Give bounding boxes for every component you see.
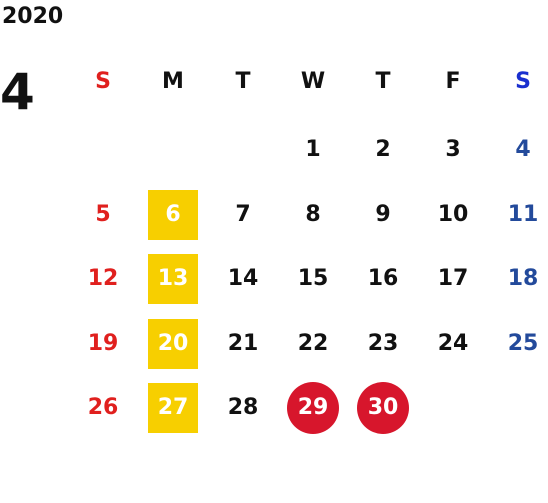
day-cell[interactable]: 7 [208,183,278,247]
day-number: 16 [367,266,399,291]
day-cell[interactable]: 8 [278,183,348,247]
weekday-label: S [515,69,531,94]
day-cell[interactable]: 10 [418,183,488,247]
day-cell[interactable]: 20 [138,312,208,376]
day-cell[interactable]: 17 [418,247,488,311]
day-number: 3 [445,137,461,162]
day-cell[interactable]: 19 [68,312,138,376]
day-number: 7 [235,201,251,227]
day-cell[interactable]: 13 [138,247,208,311]
day-number: 10 [437,201,469,227]
circled-day-number: 29 [287,382,339,434]
month-number: 4 [0,63,35,121]
day-cell[interactable]: 11 [488,183,548,247]
day-number: 22 [297,330,329,356]
day-number: 17 [437,266,469,291]
day-number: 25 [507,330,539,356]
day-cell[interactable]: 21 [208,312,278,376]
day-number: 11 [507,201,539,227]
day-cell[interactable]: 3 [418,118,488,182]
day-cell [208,118,278,182]
day-cell[interactable]: 27 [138,376,208,440]
day-number: 23 [367,330,399,356]
day-number: 8 [305,201,321,227]
day-cell[interactable]: 12 [68,247,138,311]
day-number: 15 [297,266,329,291]
highlighted-day-number: 20 [148,318,198,369]
day-number: 24 [437,330,469,356]
highlighted-day-number: 13 [148,254,198,304]
day-cell[interactable]: 22 [278,312,348,376]
day-number: 9 [375,201,391,227]
highlighted-day-number: 27 [148,383,198,433]
day-cell[interactable]: 30 [348,376,418,440]
weekday-label: T [375,69,391,94]
weekday-label: S [95,69,111,94]
highlighted-day-number: 6 [148,189,198,240]
day-number: 21 [227,330,259,356]
weekday-label: F [445,69,461,94]
day-cell[interactable]: 14 [208,247,278,311]
day-cell [488,376,548,440]
day-cell[interactable]: 15 [278,247,348,311]
circled-day-number: 30 [357,382,409,434]
day-number: 4 [515,137,531,162]
day-cell[interactable]: 4 [488,118,548,182]
day-number: 19 [87,330,119,356]
day-number: 28 [227,395,259,420]
day-number: 18 [507,266,539,291]
day-cell[interactable]: 2 [348,118,418,182]
day-cell[interactable]: 5 [68,183,138,247]
day-cell [68,118,138,182]
day-cell[interactable]: 29 [278,376,348,440]
day-cell[interactable]: 16 [348,247,418,311]
day-cell [138,118,208,182]
weekday-label: W [300,69,326,94]
year-label: 2020 [2,4,64,29]
weekday-label: T [235,69,251,94]
day-cell[interactable]: 18 [488,247,548,311]
weekday-label: M [162,69,184,94]
day-cell[interactable]: 26 [68,376,138,440]
day-number: 12 [87,266,119,291]
day-cell[interactable]: 1 [278,118,348,182]
day-number: 1 [305,137,321,162]
day-grid: 1 2 3 4 5 6 7 8 9 10 11 12 13 14 15 16 17 18 19 20 21 22 23 24 2… [68,118,548,448]
day-cell[interactable]: 28 [208,376,278,440]
day-number: 14 [227,266,259,291]
day-cell[interactable]: 9 [348,183,418,247]
day-cell[interactable]: 23 [348,312,418,376]
day-cell [418,376,488,440]
day-cell[interactable]: 25 [488,312,548,376]
day-number: 26 [87,395,119,420]
day-cell[interactable]: 24 [418,312,488,376]
day-number: 2 [375,137,391,162]
day-number: 5 [95,201,111,227]
day-cell[interactable]: 6 [138,183,208,247]
